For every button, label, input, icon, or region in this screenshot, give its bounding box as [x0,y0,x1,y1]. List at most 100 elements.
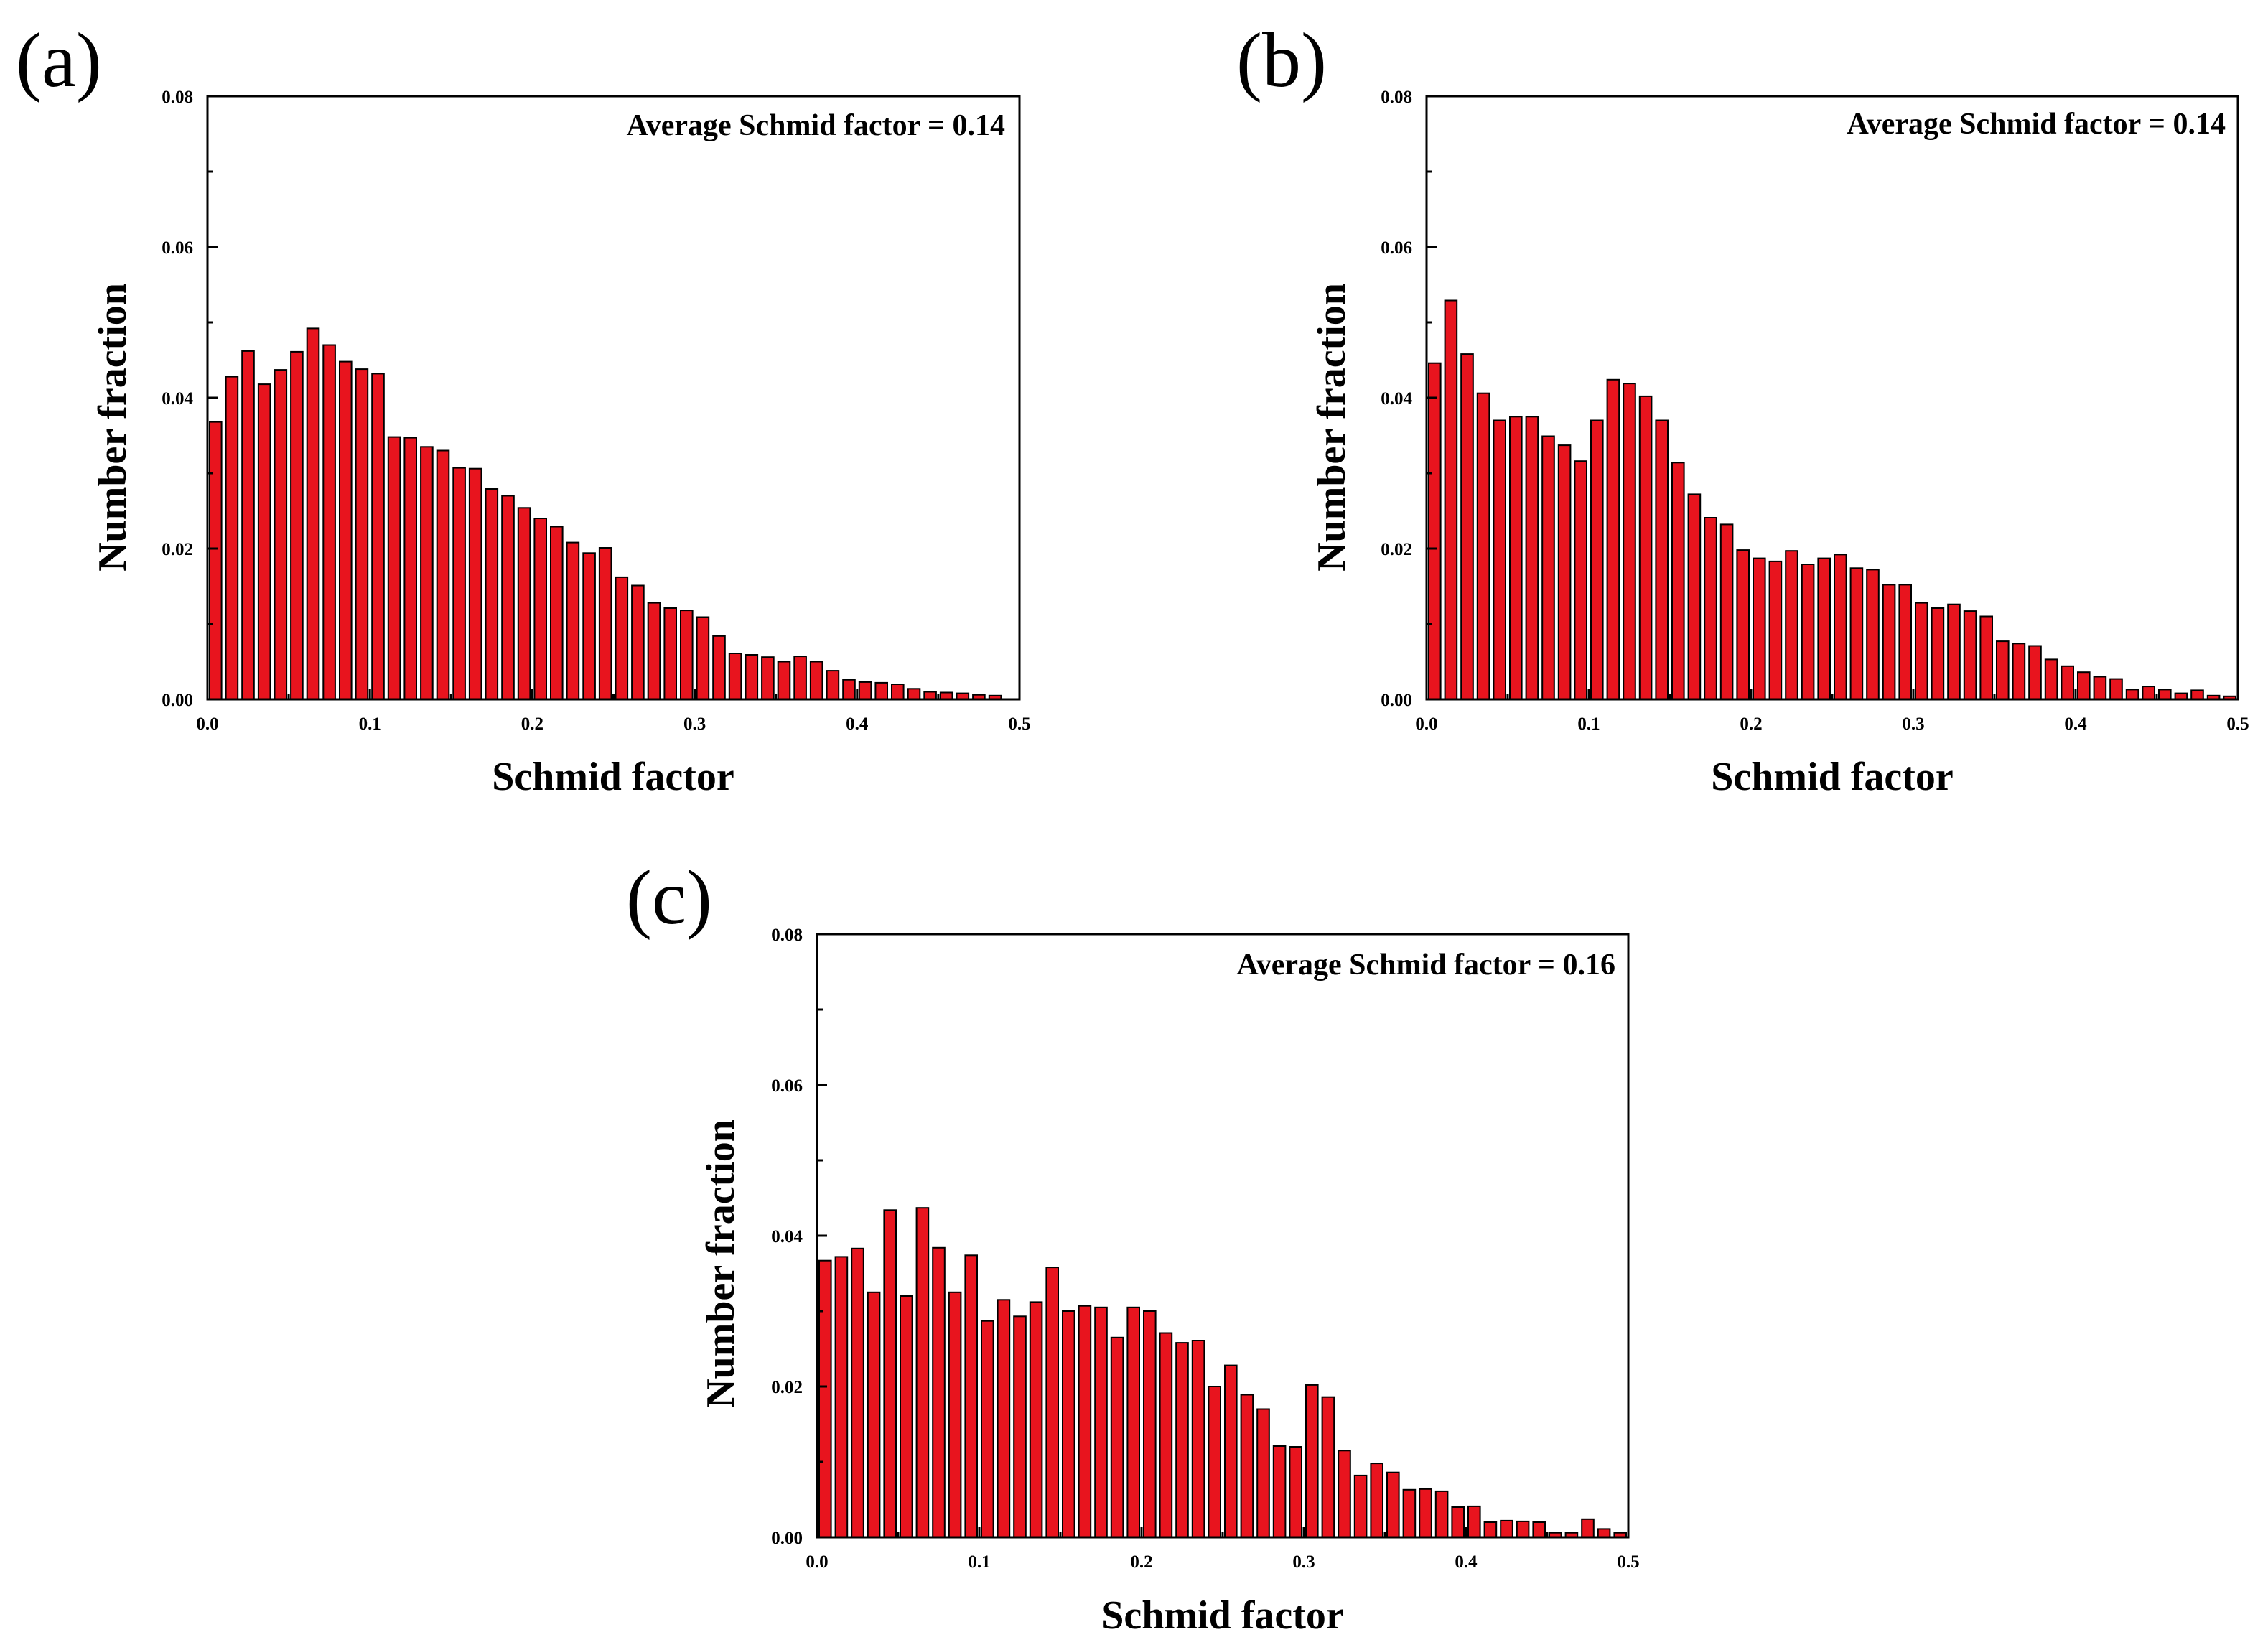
panel-c-bar [997,1299,1011,1539]
panel-a-bar [420,446,434,701]
panel-b-bar [1866,569,1880,701]
panel-b-y-tick-label: 0.02 [1381,540,1412,559]
panel-a: (a) 0.00 0.02 0.04 0.06 0.08 0.0 0.1 0.2 0.3 0.4… [16,18,1031,799]
panel-a-bar [615,576,629,701]
panel-c-x-tick-label: 0.4 [1455,1552,1478,1572]
panel-c-bar [834,1256,849,1539]
panel-c-bar [981,1320,994,1538]
panel-c-bar [1321,1396,1335,1538]
panel-c-bar [1159,1332,1173,1538]
panel-b-x-tick-label: 0.2 [1740,714,1762,734]
panel-a-bar [501,495,515,700]
panel-a-x-tick-label: 0.0 [196,714,218,734]
panel-c-xticks: 0.0 0.1 0.2 0.3 0.4 0.5 [806,1527,1640,1572]
panel-a-annotation: Average Schmid factor = 0.14 [627,109,1005,142]
panel-c-bar [1419,1488,1432,1539]
panel-a-bars [209,327,1002,701]
panel-b-bar [2109,678,2123,700]
panel-b-bar [1541,435,1555,700]
panel-c-bar [1500,1519,1513,1538]
panel-b-bar [1882,584,1896,701]
panel-a-bar [436,449,450,700]
panel-b-bar [1849,567,1864,700]
panel-b-y-tick-label: 0.08 [1381,88,1412,107]
panel-b-bar [1428,362,1442,700]
panel-c-bar [948,1291,962,1539]
panel-b-bar [2190,689,2204,701]
panel-a-bar [209,421,223,700]
panel-c-x-axis-title: Schmid factor [1101,1593,1344,1638]
panel-b-bar [1638,395,1653,701]
panel-b-bar [1719,523,1734,701]
panel-c-bar [1191,1340,1205,1538]
panel-b-bar [1704,517,1717,700]
panel-a-bar [517,507,531,700]
panel-a-bar [355,368,369,700]
panel-a-bar [907,688,921,700]
panel-b-bar [1947,603,1961,701]
panel-c-bar [1013,1315,1027,1539]
panel-b-bar [2077,671,2091,701]
panel-b-bar [2061,665,2074,700]
panel-c-y-tick-label: 0.04 [771,1227,803,1246]
panel-a-y-tick-label: 0.02 [162,540,193,559]
panel-c-bar [1126,1306,1141,1539]
panel-c-bar [1467,1505,1481,1538]
panel-b-bar [1915,602,1928,700]
panel-a-bar [485,488,499,700]
panel-a-bar [647,602,661,700]
panel-a-y-tick-label: 0.06 [162,238,193,258]
panel-c-bar [932,1246,946,1539]
panel-c-bar [900,1295,913,1538]
panel-a-x-axis-title: Schmid factor [492,755,734,799]
panel-b-bar [1574,460,1587,700]
panel-c-x-tick-label: 0.1 [968,1552,990,1572]
panel-b-bar [2028,645,2042,700]
panel-c-bar [883,1209,897,1539]
panel-b-bar [1525,416,1539,701]
panel-a-bar [874,681,889,701]
panel-c-y-axis-title: Number fraction [699,1119,743,1408]
panel-c-bar [1240,1394,1254,1538]
panel-c-bar [1305,1384,1319,1539]
panel-c-bar [1451,1506,1465,1538]
panel-a-bar [582,552,596,700]
panel-b-bar [2012,643,2026,700]
panel-c-bar [1029,1301,1043,1539]
panel-b-yticks: 0.00 0.02 0.04 0.06 0.08 [1381,88,1437,710]
panel-b-x-tick-label: 0.3 [1902,714,1924,734]
panel-b-bar [2044,658,2058,701]
panel-b-bar [1687,493,1702,701]
panel-c-x-tick-label: 0.0 [806,1552,828,1572]
panel-c-bar [1353,1474,1368,1538]
panel-a-bar [468,467,482,700]
panel-a-bar [371,373,385,701]
panel-b-bar [1963,610,1977,700]
panel-a-y-tick-label: 0.00 [162,691,193,710]
panel-b-x-tick-label: 0.0 [1415,714,1437,734]
panel-b-bar [1996,640,2010,700]
panel-a-y-axis-title: Number fraction [90,283,135,572]
panel-b-bar [1655,419,1669,700]
panel-a-bar [761,656,775,701]
panel-c-bar [1289,1446,1303,1538]
panel-b-y-tick-label: 0.06 [1381,238,1412,258]
panel-c-x-tick-label: 0.5 [1617,1552,1639,1572]
panel-a-bar [712,635,726,700]
panel-b-bar [1606,378,1620,700]
panel-a-yticks: 0.00 0.02 0.04 0.06 0.08 [162,88,218,710]
panel-a-bar [826,670,840,700]
panel-c-yticks: 0.00 0.02 0.04 0.06 0.08 [771,926,827,1548]
panel-c-bar [1208,1386,1222,1538]
panel-b-bar [1509,416,1523,701]
panel-b-bar [1785,550,1798,701]
panel-b-bar [1736,549,1750,700]
panel-a-x-tick-label: 0.5 [1008,714,1030,734]
panel-b-bar [1493,419,1506,700]
panel-c-y-tick-label: 0.08 [771,926,803,945]
panel-c-bar [867,1291,881,1539]
panel-b-bar [1671,462,1685,700]
panel-c-bar [964,1254,979,1539]
panel-b-bar [1460,353,1474,700]
